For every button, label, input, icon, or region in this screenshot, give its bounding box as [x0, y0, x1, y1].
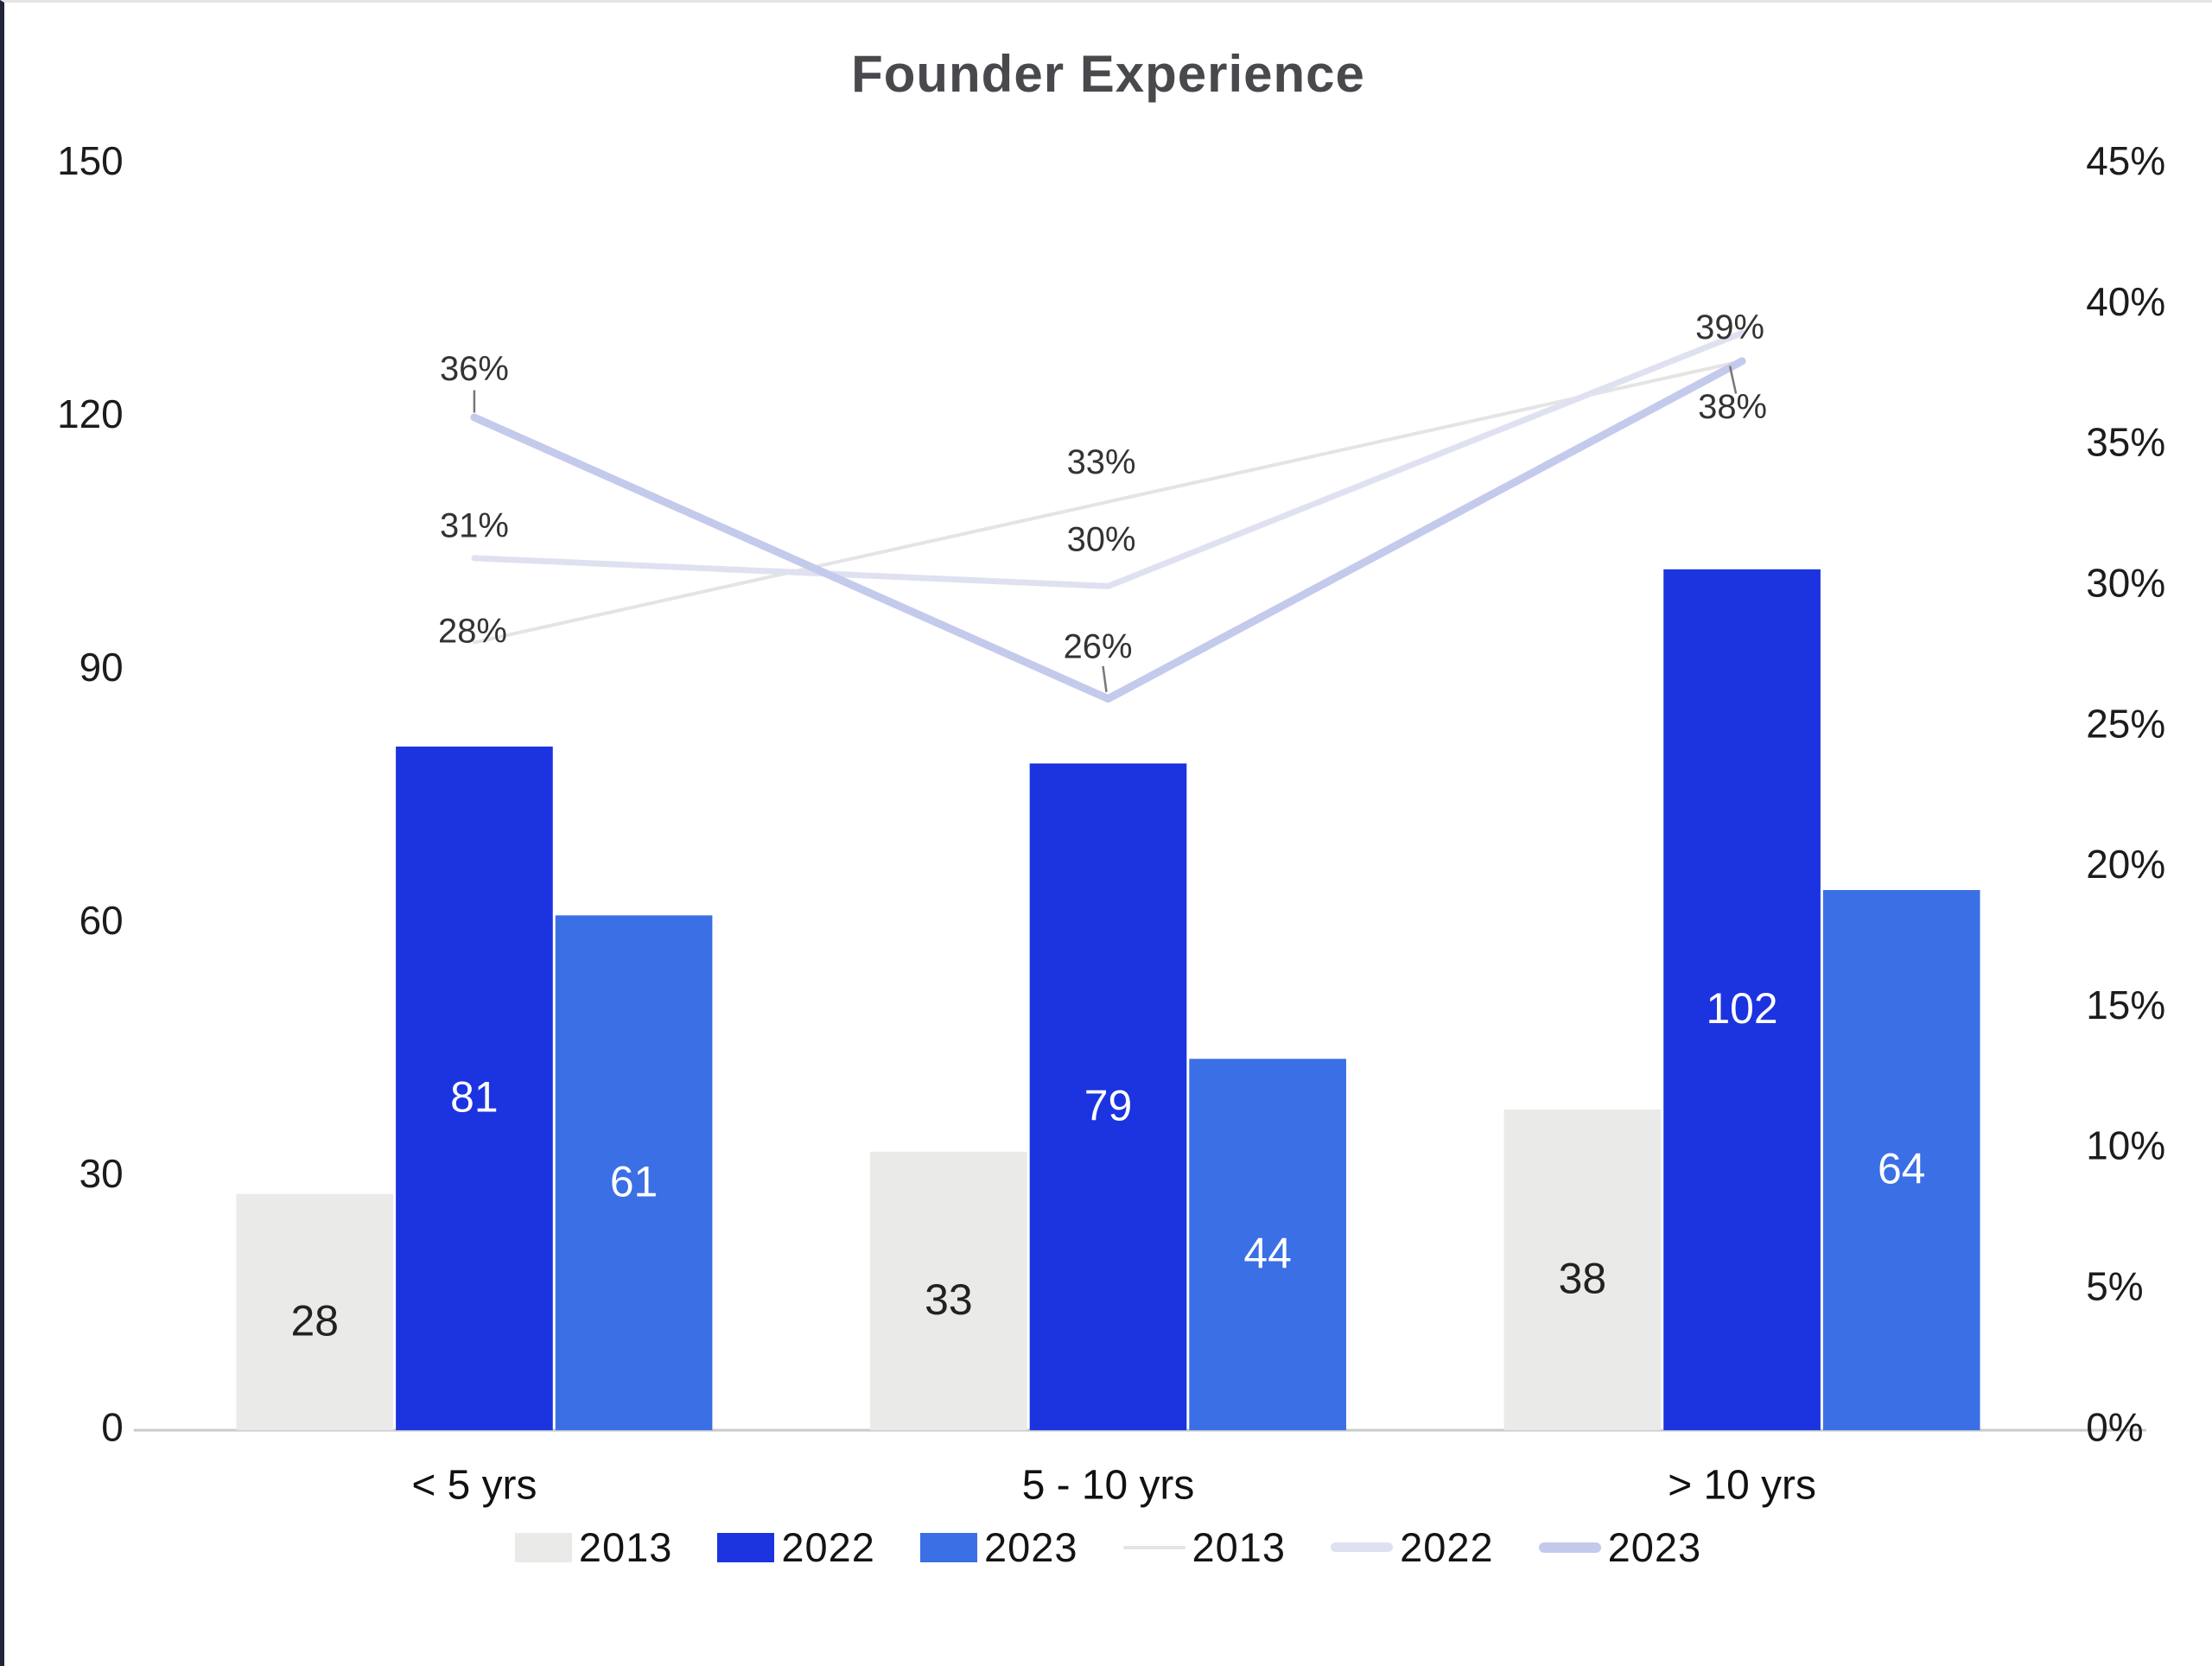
right-axis-tick: 15%: [2086, 982, 2165, 1027]
bar-value-label: 61: [610, 1157, 658, 1205]
left-axis-tick: 120: [57, 391, 124, 436]
bar-2022-0: [396, 746, 553, 1431]
bar-value-label: 28: [291, 1297, 340, 1345]
bar-2013-2: [1503, 1109, 1662, 1431]
pct-label-2013-1: 33%: [1067, 443, 1136, 481]
right-axis-tick: 0%: [2086, 1404, 2143, 1449]
bar-2013-0: [236, 1193, 394, 1431]
left-axis-tick: 30: [79, 1151, 124, 1196]
legend-item-line-2013: 2013: [1122, 1523, 1287, 1571]
bar-value-label: 38: [1559, 1255, 1607, 1303]
legend-label: 2013: [1192, 1524, 1287, 1570]
left-axis-tick: 150: [57, 138, 124, 183]
pct-label-2022-2: 39%: [1695, 308, 1764, 347]
left-axis-tick: 0: [101, 1404, 124, 1449]
chart-title: Founder Experience: [851, 45, 1365, 103]
pct-label-2023-1: 26%: [1064, 627, 1133, 665]
category-label: < 5 yrs: [411, 1463, 537, 1509]
legend-item-line-2022: 2022: [1331, 1523, 1494, 1571]
bar-2022-1: [1029, 763, 1187, 1431]
right-axis-tick: 5%: [2086, 1263, 2143, 1308]
legend-label: 2022: [781, 1524, 875, 1570]
pct-leader-tick: [1102, 665, 1108, 692]
left-axis-tick: 60: [79, 898, 124, 943]
bar-value-label: 102: [1706, 984, 1777, 1033]
right-axis-tick: 40%: [2086, 279, 2165, 324]
legend-swatch-icon: [717, 1532, 775, 1562]
legend-line-swatch-icon: [1538, 1542, 1601, 1553]
pct-label-2013-0: 28%: [438, 613, 507, 651]
pct-label-2023-0: 36%: [440, 350, 509, 388]
line-2013: [472, 359, 1745, 645]
legend-item-bar-2022: 2022: [717, 1523, 875, 1571]
category-label: 5 - 10 yrs: [1022, 1463, 1195, 1509]
legend-item-line-2023: 2023: [1538, 1523, 1702, 1571]
left-axis-tick: 90: [79, 645, 124, 690]
line-2023: [470, 357, 1746, 703]
right-axis-tick: 25%: [2086, 701, 2165, 746]
right-axis-tick: 20%: [2086, 842, 2165, 887]
right-axis-tick: 35%: [2086, 420, 2165, 465]
bar-2023-0: [555, 915, 713, 1431]
bar-value-label: 81: [450, 1073, 499, 1122]
legend-item-bar-2013: 2013: [514, 1523, 673, 1571]
legend-label: 2022: [1400, 1524, 1494, 1570]
legend-label: 2013: [578, 1524, 673, 1570]
pct-label-2022-1: 30%: [1067, 521, 1136, 559]
combo-chart-canvas: 28 33 38 81 79 102 61 44 64 28% 33% 31% 30% 39% 36% 26%…: [57, 138, 2165, 1509]
legend-swatch-icon: [919, 1532, 977, 1562]
bar-value-label: 64: [1878, 1145, 1926, 1193]
right-axis-tick: 30%: [2086, 561, 2165, 606]
bar-2022-2: [1663, 569, 1821, 1431]
legend-line-swatch-icon: [1122, 1545, 1185, 1549]
right-axis-tick: 10%: [2086, 1123, 2165, 1168]
legend-swatch-icon: [514, 1532, 572, 1562]
bar-value-label: 79: [1084, 1081, 1133, 1129]
bar-value-label: 33: [925, 1275, 973, 1324]
line-2022: [471, 329, 1745, 589]
chart-legend: 2013 2022 2023 2013 2022 2023: [4, 1523, 2212, 1571]
legend-line-swatch-icon: [1331, 1542, 1394, 1552]
pct-label-2023-2: 38%: [1698, 388, 1767, 426]
legend-item-bar-2023: 2023: [919, 1523, 1078, 1571]
legend-label: 2023: [983, 1524, 1078, 1570]
pct-label-2022-0: 31%: [440, 507, 509, 545]
pct-leader-tick: [1728, 366, 1738, 394]
category-label: > 10 yrs: [1668, 1463, 1816, 1509]
legend-label: 2023: [1607, 1524, 1702, 1570]
right-axis-tick: 45%: [2086, 138, 2165, 183]
bar-2013-1: [870, 1151, 1027, 1431]
bar-2023-2: [1822, 890, 1980, 1431]
bar-2023-1: [1189, 1059, 1346, 1431]
bar-value-label: 44: [1243, 1229, 1292, 1277]
